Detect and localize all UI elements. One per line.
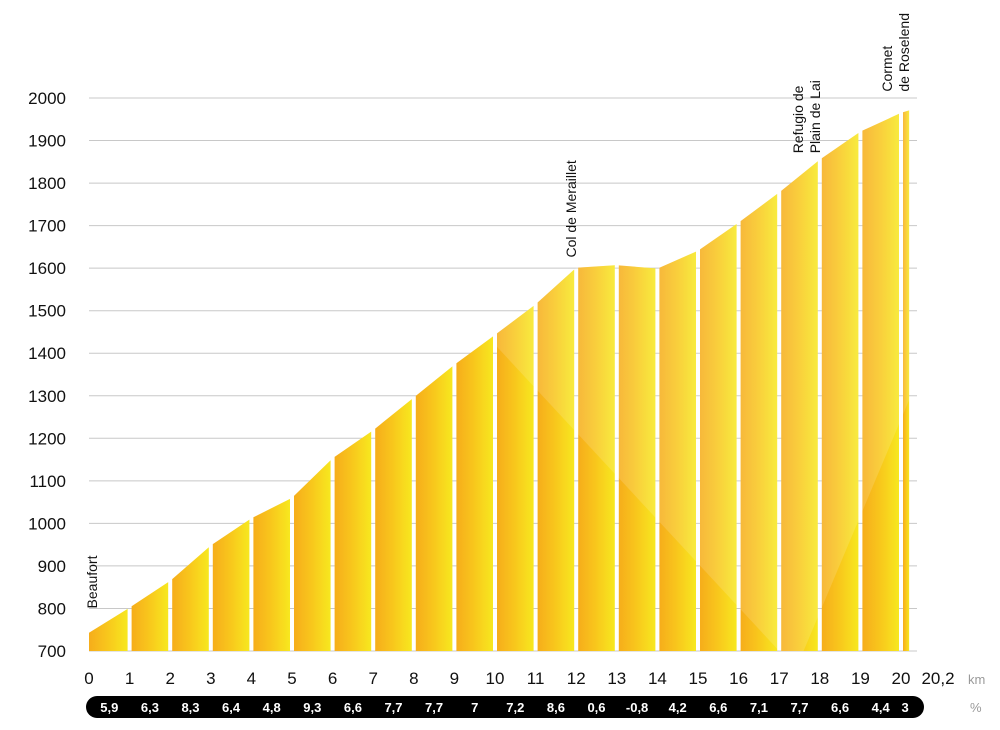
y-axis-ticks: 700 800 900 1000 1100 1200 1300 1400 1500 1600 170… (28, 89, 66, 661)
profile-segment (172, 547, 209, 651)
profile-segment (821, 132, 859, 651)
profile-segment (903, 110, 910, 651)
x-tick-label: 4 (247, 669, 256, 688)
x-tick-label: 2 (165, 669, 174, 688)
grade-label: 6,4 (222, 700, 241, 715)
grade-label: 7,7 (384, 700, 402, 715)
grade-label: 7,7 (425, 700, 443, 715)
grade-label: -0,8 (626, 700, 648, 715)
profile-segment (618, 265, 656, 651)
y-tick-label: 1900 (28, 132, 66, 151)
place-annotations: Beaufort Col de Meraillet Refugio de Plain … (84, 13, 912, 608)
place-label: Cormet de Roselend (879, 13, 912, 92)
place-label: Refugio de Plain de Lai (790, 80, 823, 153)
grade-label: 7,7 (790, 700, 808, 715)
y-tick-label: 1600 (28, 259, 66, 278)
x-tick-label: 20 (892, 669, 911, 688)
y-tick-label: 700 (38, 642, 66, 661)
profile-segment (334, 431, 372, 651)
profile-segment (415, 366, 453, 651)
x-tick-label: 20,2 (921, 669, 954, 688)
grade-label: 4,2 (669, 700, 687, 715)
x-tick-label: 14 (648, 669, 667, 688)
profile-segment (740, 193, 778, 651)
grade-label: 0,6 (587, 700, 605, 715)
place-label-line: Cormet (879, 46, 895, 92)
grade-label: 4,4 (872, 700, 891, 715)
grade-label: 5,9 (100, 700, 118, 715)
profile-segment (781, 161, 818, 651)
grade-label: 6,6 (709, 700, 727, 715)
profile-segment (294, 460, 331, 651)
place-label-line: Col de Meraillet (563, 160, 579, 257)
grade-label: 7,1 (750, 700, 768, 715)
grade-band (86, 696, 924, 718)
grade-label: 6,6 (344, 700, 362, 715)
y-tick-label: 1500 (28, 302, 66, 321)
grade-label: 8,6 (547, 700, 565, 715)
place-label-line: de Roselend (896, 13, 912, 92)
profile-segment (131, 582, 169, 651)
grade-label: 8,3 (181, 700, 199, 715)
km-unit-label: km (968, 672, 985, 687)
profile-segment (700, 224, 737, 651)
x-tick-label: 1 (125, 669, 134, 688)
light-sheen-overlay (495, 110, 910, 651)
x-tick-label: 8 (409, 669, 418, 688)
x-tick-label: 16 (729, 669, 748, 688)
y-tick-label: 1400 (28, 344, 66, 363)
profile-segment (89, 608, 128, 651)
profile-segment (659, 251, 696, 651)
y-tick-label: 2000 (28, 89, 66, 108)
grade-label: 7,2 (506, 700, 524, 715)
grade-labels: 5,9 6,3 8,3 6,4 4,8 9,3 6,6 7,7 7,7 7 7,2 8,6 0,6 -0,… (100, 700, 908, 715)
y-tick-label: 1700 (28, 217, 66, 236)
profile-segment (578, 265, 615, 651)
place-label-line: Refugio de (790, 85, 806, 153)
profile-segment (456, 336, 493, 651)
y-tick-label: 1000 (28, 514, 66, 533)
profile-segment (497, 305, 534, 651)
profile-segment (375, 399, 412, 651)
profile-segment (253, 498, 290, 651)
profile-segment (862, 113, 899, 651)
grade-label: 7 (471, 700, 478, 715)
y-tick-label: 800 (38, 599, 66, 618)
x-tick-label: 17 (770, 669, 789, 688)
x-tick-label: 6 (328, 669, 337, 688)
x-tick-label: 13 (607, 669, 626, 688)
place-label: Col de Meraillet (563, 160, 579, 257)
y-tick-label: 1300 (28, 387, 66, 406)
x-tick-label: 15 (689, 669, 708, 688)
x-tick-label: 0 (84, 669, 93, 688)
x-tick-label: 19 (851, 669, 870, 688)
grade-label: 4,8 (263, 700, 281, 715)
x-tick-label: 11 (527, 669, 545, 688)
profile-segments (89, 110, 910, 651)
x-tick-label: 12 (567, 669, 586, 688)
x-axis-ticks: 0 1 2 3 4 5 6 7 8 9 10 11 12 13 14 15 16 17 18 19 20 20,2 (84, 669, 954, 688)
place-label-line: Plain de Lai (807, 80, 823, 153)
y-tick-label: 900 (38, 557, 66, 576)
place-label-line: Beaufort (84, 555, 100, 608)
y-tick-label: 1100 (29, 472, 66, 491)
y-tick-label: 1200 (28, 429, 66, 448)
x-tick-label: 18 (810, 669, 829, 688)
grade-label: 6,3 (141, 700, 159, 715)
x-tick-label: 3 (206, 669, 215, 688)
grade-label: 3 (901, 700, 908, 715)
profile-segment (212, 519, 250, 651)
x-tick-label: 7 (368, 669, 377, 688)
x-tick-label: 5 (287, 669, 296, 688)
x-tick-label: 10 (486, 669, 505, 688)
place-label: Beaufort (84, 555, 100, 608)
x-tick-label: 9 (450, 669, 459, 688)
profile-segment (537, 269, 575, 651)
grade-label: 9,3 (303, 700, 321, 715)
percent-unit-label: % (970, 700, 982, 715)
y-tick-label: 1800 (28, 174, 66, 193)
grade-label: 6,6 (831, 700, 849, 715)
